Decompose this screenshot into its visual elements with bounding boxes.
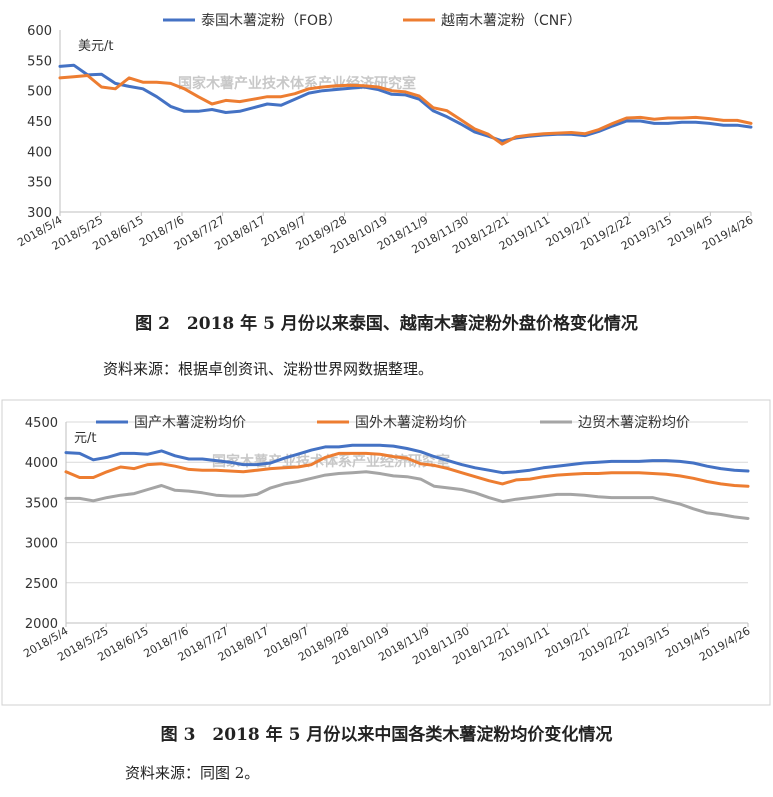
legend-label-1: 国产木薯淀粉均价 xyxy=(134,415,246,431)
y-tick-label: 350 xyxy=(27,176,52,191)
series-line-2 xyxy=(64,451,750,488)
legend-label-3: 边贸木薯淀粉均价 xyxy=(578,415,690,431)
unit-label: 元/t xyxy=(74,431,96,446)
y-tick-label: 450 xyxy=(27,115,52,130)
figure-2-source: 资料来源：根据卓创资讯、淀粉世界网数据整理。 xyxy=(103,360,434,378)
y-tick-label: 550 xyxy=(27,54,52,69)
series-line-2 xyxy=(58,74,753,146)
y-tick-label: 300 xyxy=(27,206,52,221)
chart-china-domestic-prices: 2000250030003500400045002018/5/42018/5/2… xyxy=(1,399,771,706)
series-line-1 xyxy=(64,443,750,475)
series-line-1 xyxy=(58,63,753,143)
legend-label-1: 泰国木薯淀粉（FOB） xyxy=(201,13,342,29)
legend-label-2: 国外木薯淀粉均价 xyxy=(355,415,467,431)
figure-3-source: 资料来源：同图 2。 xyxy=(125,764,260,782)
series-line-3 xyxy=(64,470,750,520)
y-tick-label: 2000 xyxy=(25,617,58,632)
figure-3-title: 图 3 2018 年 5 月份以来中国各类木薯淀粉均价变化情况 xyxy=(160,725,613,745)
unit-label: 美元/t xyxy=(78,39,113,54)
y-tick-label: 4000 xyxy=(25,456,58,471)
y-tick-label: 500 xyxy=(27,85,52,100)
y-tick-label: 600 xyxy=(27,24,52,39)
chart-thai-vietnam-fob-prices: 3003504004505005506002018/5/42018/5/2520… xyxy=(15,13,755,256)
y-tick-label: 400 xyxy=(27,145,52,160)
y-tick-label: 2500 xyxy=(25,577,58,592)
legend-label-2: 越南木薯淀粉（CNF） xyxy=(441,13,581,29)
y-tick-label: 3000 xyxy=(25,537,58,552)
figure-2-title: 图 2 2018 年 5 月份以来泰国、越南木薯淀粉外盘价格变化情况 xyxy=(135,314,638,334)
y-tick-label: 3500 xyxy=(25,496,58,511)
chart-frame xyxy=(1,399,771,706)
y-tick-label: 4500 xyxy=(25,416,58,431)
